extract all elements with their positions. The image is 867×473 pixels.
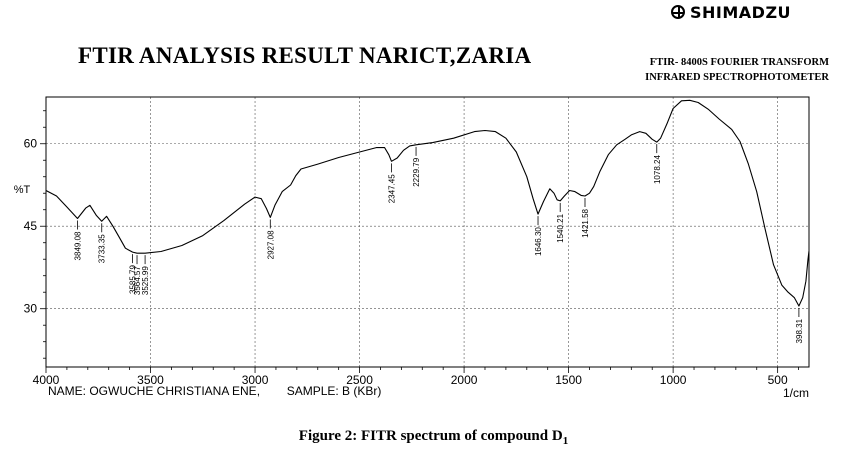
sample-label: SAMPLE: B (KBr) — [286, 384, 382, 398]
x-tick-label: 4000 — [33, 373, 60, 387]
instrument-line-1: FTIR- 8400S FOURIER TRANSFORM — [649, 57, 829, 68]
peak-label: 3849.08 — [74, 231, 83, 260]
x-axis-label: 1/cm — [783, 386, 809, 400]
peak-label: 2347.45 — [387, 174, 396, 203]
spectrum-series — [45, 99, 810, 307]
y-tick-label: 60 — [24, 137, 38, 151]
peak-label: 3733.35 — [98, 234, 107, 263]
axis-ticks — [40, 110, 799, 373]
y-axis-label: %T — [14, 184, 31, 196]
brand-logo: SHIMADZU — [671, 2, 791, 22]
caption-subscript: 1 — [562, 435, 569, 447]
plot-frame — [45, 96, 810, 368]
peak-label: 2229.79 — [412, 157, 421, 186]
x-tick-label: 2000 — [451, 373, 478, 387]
y-tick-label: 30 — [24, 302, 38, 316]
y-tick-label: 45 — [24, 219, 38, 233]
peak-label: 3585.79 — [129, 265, 138, 294]
x-tick-label: 3000 — [242, 373, 269, 387]
shimadzu-logo-icon — [671, 5, 685, 19]
peak-label: 1540.21 — [556, 213, 565, 242]
instrument-line-2: INFRARED SPECTROPHOTOMETER — [645, 72, 829, 83]
peak-label: 3564.57 — [133, 266, 142, 295]
peak-label: 1421.58 — [581, 208, 590, 237]
page-title: FTIR ANALYSIS RESULT NARICT,ZARIA — [78, 43, 532, 68]
x-tick-label: 1500 — [555, 373, 582, 387]
peak-label: 2927.08 — [266, 230, 275, 259]
brand-name: SHIMADZU — [690, 2, 792, 22]
chart-grid — [46, 97, 809, 367]
x-tick-label: 500 — [768, 373, 788, 387]
sample-info: NAME: OGWUCHE CHRISTIANA ENE, SAMPLE: B … — [48, 384, 381, 398]
operator-name: NAME: OGWUCHE CHRISTIANA ENE, — [48, 384, 261, 398]
peak-label: 1646.30 — [534, 227, 543, 256]
spectrum-line — [45, 99, 810, 307]
x-tick-label: 1000 — [660, 373, 687, 387]
peak-label: 398.31 — [795, 318, 804, 343]
caption-text: Figure 2: FITR spectrum of compound D — [298, 428, 563, 444]
figure-caption: Figure 2: FITR spectrum of compound D1 — [0, 428, 867, 447]
peak-label: 1078.24 — [653, 155, 662, 184]
x-tick-label: 2500 — [346, 373, 373, 387]
x-tick-label: 3500 — [137, 373, 164, 387]
axis-labels: %T 1/cm 4000 3500 3000 2500 2000 1500 1000 500 3… — [14, 137, 809, 400]
peak-label: 3525.99 — [141, 266, 150, 295]
